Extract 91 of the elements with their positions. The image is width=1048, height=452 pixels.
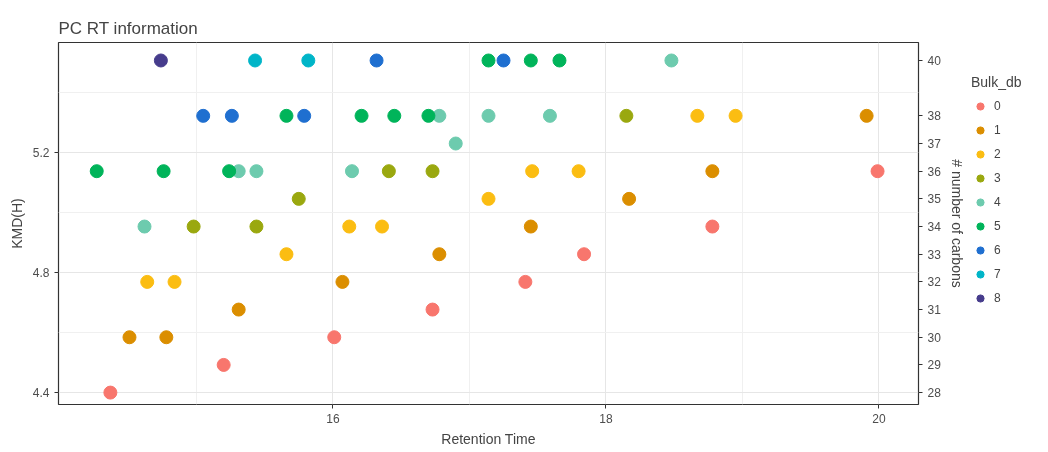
point bbox=[103, 385, 118, 400]
point bbox=[577, 247, 592, 262]
legend-label: 3 bbox=[994, 171, 1002, 185]
y2-tick-label: 32 bbox=[927, 275, 942, 290]
point bbox=[870, 164, 885, 179]
point bbox=[297, 108, 312, 123]
point bbox=[231, 302, 246, 317]
point bbox=[481, 108, 496, 123]
legend-label: 1 bbox=[994, 123, 1002, 137]
point bbox=[496, 53, 511, 68]
point bbox=[375, 219, 390, 234]
legend-label: 7 bbox=[994, 267, 1002, 281]
point bbox=[186, 219, 201, 234]
point bbox=[342, 219, 357, 234]
x-axis-title: Retention Time bbox=[441, 430, 536, 447]
point bbox=[518, 274, 533, 289]
legend-title: Bulk_db bbox=[971, 74, 1022, 90]
point bbox=[122, 330, 137, 345]
y-tick-label: 4.4 bbox=[32, 386, 50, 400]
point bbox=[222, 164, 237, 179]
point bbox=[159, 330, 174, 345]
y2-tick-label: 40 bbox=[927, 53, 942, 68]
point bbox=[523, 53, 538, 68]
point bbox=[216, 357, 231, 372]
y-tick-label: 4.8 bbox=[32, 266, 50, 281]
point bbox=[425, 302, 440, 317]
point bbox=[552, 53, 567, 68]
y2-tick-label: 30 bbox=[927, 330, 942, 345]
point bbox=[196, 108, 211, 123]
point bbox=[421, 108, 436, 123]
y2-tick-label: 37 bbox=[927, 137, 942, 152]
point bbox=[481, 53, 496, 68]
y2-tick-label: 33 bbox=[927, 247, 942, 262]
point bbox=[153, 53, 168, 68]
point bbox=[571, 164, 586, 179]
legend-label: 0 bbox=[994, 99, 1002, 113]
point bbox=[523, 219, 538, 234]
x-tick-label: 18 bbox=[599, 411, 613, 426]
point bbox=[369, 53, 384, 68]
point bbox=[859, 108, 874, 123]
y2-axis-title: # number of carbons bbox=[948, 159, 965, 288]
y2-tick-label: 28 bbox=[927, 386, 942, 401]
point bbox=[335, 274, 350, 289]
point bbox=[481, 191, 496, 206]
y-tick-label: 5.2 bbox=[32, 146, 50, 161]
point bbox=[167, 274, 182, 289]
point bbox=[137, 219, 152, 234]
y2-tick-label: 38 bbox=[927, 109, 942, 124]
point bbox=[705, 219, 720, 234]
legend-label: 6 bbox=[994, 243, 1002, 257]
point bbox=[156, 164, 171, 179]
point bbox=[728, 108, 743, 123]
y2-tick-label: 35 bbox=[927, 192, 942, 207]
point bbox=[525, 164, 540, 179]
x-tick-label: 20 bbox=[872, 411, 886, 426]
point bbox=[619, 108, 634, 123]
point bbox=[381, 164, 396, 179]
y2-tick-label: 34 bbox=[927, 220, 942, 235]
x-tick-label: 16 bbox=[326, 411, 340, 426]
legend-label: 5 bbox=[994, 219, 1002, 233]
point bbox=[387, 108, 402, 123]
point bbox=[140, 274, 155, 289]
point bbox=[344, 164, 359, 179]
point bbox=[249, 164, 264, 179]
y2-tick-label: 36 bbox=[927, 164, 942, 179]
legend-label: 4 bbox=[994, 195, 1002, 209]
chart-title: PC RT information bbox=[58, 18, 198, 38]
point bbox=[249, 219, 264, 234]
point bbox=[224, 108, 239, 123]
point bbox=[279, 247, 294, 262]
point bbox=[432, 247, 447, 262]
point bbox=[690, 108, 705, 123]
point bbox=[354, 108, 369, 123]
point bbox=[432, 108, 447, 123]
point bbox=[664, 53, 679, 68]
point bbox=[89, 164, 104, 179]
point bbox=[327, 330, 342, 345]
y-axis-title: KMD(H) bbox=[8, 198, 25, 249]
point bbox=[301, 53, 316, 68]
point bbox=[542, 108, 557, 123]
point bbox=[248, 53, 263, 68]
point bbox=[291, 191, 306, 206]
legend-label: 2 bbox=[994, 147, 1002, 161]
point bbox=[425, 164, 440, 179]
y2-tick-label: 29 bbox=[927, 358, 942, 373]
point bbox=[622, 191, 637, 206]
legend-label: 8 bbox=[994, 291, 1002, 305]
point bbox=[448, 136, 463, 151]
y2-tick-label: 31 bbox=[927, 303, 942, 318]
point bbox=[279, 108, 294, 123]
point bbox=[705, 164, 720, 179]
